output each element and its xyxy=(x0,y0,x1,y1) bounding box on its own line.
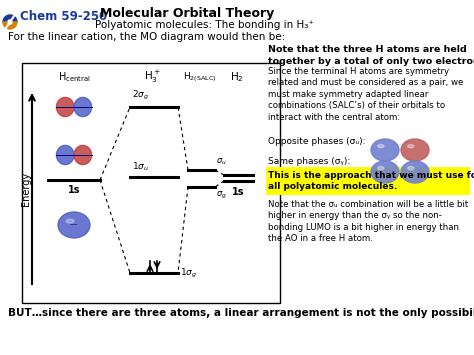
Ellipse shape xyxy=(378,166,384,170)
Bar xyxy=(22,63,280,303)
Bar xyxy=(266,167,470,195)
Text: 1s: 1s xyxy=(232,187,245,197)
Ellipse shape xyxy=(401,161,429,183)
Ellipse shape xyxy=(408,144,414,148)
Text: Opposite phases (σᵤ):: Opposite phases (σᵤ): xyxy=(268,137,365,146)
Text: Same phases (σᵧ):: Same phases (σᵧ): xyxy=(268,157,350,166)
Text: 2$\sigma_g$: 2$\sigma_g$ xyxy=(132,89,149,102)
Ellipse shape xyxy=(408,166,414,170)
Text: Chem 59-250: Chem 59-250 xyxy=(20,10,107,22)
Ellipse shape xyxy=(371,139,399,161)
Wedge shape xyxy=(3,22,17,29)
Text: 1$\sigma_u$: 1$\sigma_u$ xyxy=(132,160,149,173)
Text: Note that the σᵤ combination will be a little bit
higher in energy than the σᵧ s: Note that the σᵤ combination will be a l… xyxy=(268,200,468,243)
Polygon shape xyxy=(56,146,74,165)
Wedge shape xyxy=(3,15,17,22)
Text: $\sigma_u$: $\sigma_u$ xyxy=(216,157,227,167)
Ellipse shape xyxy=(58,212,90,238)
Text: $\sigma_g$: $\sigma_g$ xyxy=(216,190,227,201)
Polygon shape xyxy=(56,97,74,116)
Ellipse shape xyxy=(378,144,384,148)
Text: Note that the three H atoms are held
together by a total of only two electrons.: Note that the three H atoms are held tog… xyxy=(268,45,474,66)
Ellipse shape xyxy=(371,161,399,183)
Text: For the linear cation, the MO diagram would then be:: For the linear cation, the MO diagram wo… xyxy=(8,32,285,42)
Text: Energy: Energy xyxy=(21,171,31,206)
Text: H$_{2(\mathregular{SALC})}$: H$_{2(\mathregular{SALC})}$ xyxy=(183,70,217,84)
Text: 1s: 1s xyxy=(68,185,80,195)
Text: Since the terminal H atoms are symmetry
related and must be considered as a pair: Since the terminal H atoms are symmetry … xyxy=(268,67,464,122)
Text: −: − xyxy=(69,220,79,230)
Polygon shape xyxy=(74,146,91,165)
Ellipse shape xyxy=(401,139,429,161)
Text: H$_{\mathregular{central}}$: H$_{\mathregular{central}}$ xyxy=(58,70,91,84)
Text: 1$\sigma_g$: 1$\sigma_g$ xyxy=(180,267,197,279)
Text: Molecular Orbital Theory: Molecular Orbital Theory xyxy=(100,6,274,20)
Ellipse shape xyxy=(66,219,74,223)
Text: H$_2$: H$_2$ xyxy=(230,70,244,84)
Polygon shape xyxy=(74,97,91,116)
Text: H$_3^+$: H$_3^+$ xyxy=(144,69,160,85)
Text: This is the approach that we must use for
all polyatomic molecules.: This is the approach that we must use fo… xyxy=(268,171,474,191)
Text: BUT…since there are three atoms, a linear arrangement is not the only possibilit: BUT…since there are three atoms, a linea… xyxy=(8,308,474,318)
Text: Polyatomic molecules: The bonding in H₃⁺: Polyatomic molecules: The bonding in H₃⁺ xyxy=(95,20,314,30)
